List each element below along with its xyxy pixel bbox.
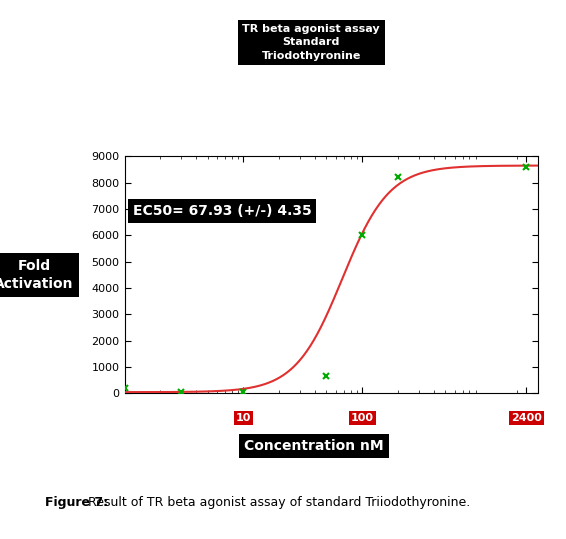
Text: TR beta agonist assay
Standard
Triodothyronine: TR beta agonist assay Standard Triodothy…: [242, 24, 380, 61]
Text: Fold
Activation: Fold Activation: [0, 259, 74, 291]
Text: Result of TR beta agonist assay of standard Triiodothyronine.: Result of TR beta agonist assay of stand…: [84, 496, 470, 509]
Text: 2400: 2400: [511, 413, 542, 423]
Text: Figure 7:: Figure 7:: [45, 496, 109, 509]
Text: 10: 10: [235, 413, 251, 423]
Text: Concentration nM: Concentration nM: [245, 439, 384, 453]
Text: EC50= 67.93 (+/-) 4.35: EC50= 67.93 (+/-) 4.35: [133, 204, 311, 218]
Text: 100: 100: [351, 413, 374, 423]
